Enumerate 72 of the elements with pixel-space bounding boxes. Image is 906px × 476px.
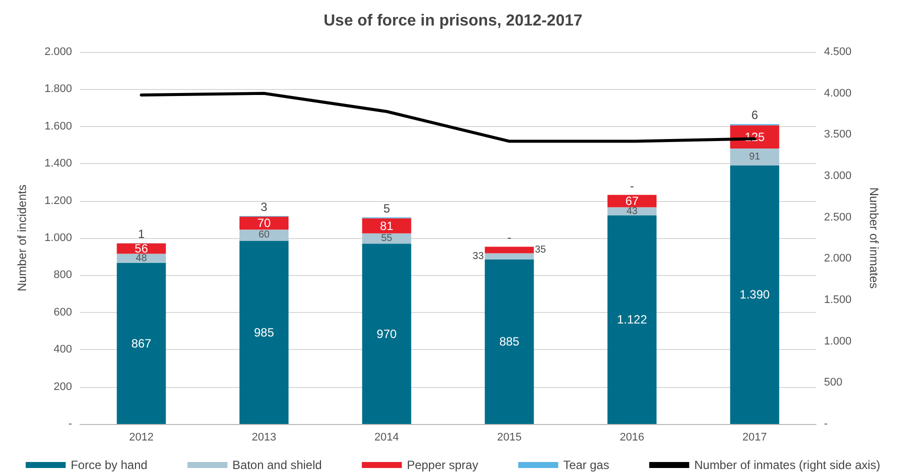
data-label: 3 [260, 200, 268, 214]
legend-label: Number of inmates (right side axis) [694, 458, 880, 472]
data-label: 91 [749, 151, 761, 162]
y-tick-label: 200 [54, 380, 72, 393]
bar [730, 165, 780, 424]
y2-tick-label: 4.000 [824, 87, 852, 100]
legend-label: Force by hand [70, 458, 148, 472]
bar [607, 207, 657, 216]
y2-tick-label: 3.000 [824, 170, 852, 182]
y-tick-label: 1.400 [44, 158, 72, 170]
x-tick-label: 2016 [620, 432, 644, 444]
bar [484, 246, 534, 254]
data-label: - [630, 178, 634, 193]
data-label: 60 [258, 230, 270, 241]
bar [239, 240, 289, 424]
y2-tick-label: 2.500 [824, 211, 852, 224]
y2-tick-label: 4.500 [824, 46, 852, 58]
data-label: 35 [534, 244, 546, 256]
bar [730, 148, 780, 166]
y2-tick-label: 1.000 [824, 335, 852, 348]
data-label: 1 [138, 227, 145, 242]
y-tick-label: 1.200 [44, 194, 72, 207]
bar [116, 243, 166, 254]
legend-label: Baton and shield [232, 458, 322, 472]
y-tick-label: 800 [54, 269, 72, 282]
x-tick-label: 2013 [252, 432, 276, 444]
bar [607, 194, 657, 208]
bar [239, 230, 289, 241]
data-label: 48 [136, 252, 148, 264]
data-label: 5 [383, 201, 390, 216]
y2-tick-label: - [824, 418, 828, 430]
legend-label: Tear gas [563, 458, 610, 472]
data-label: 70 [257, 216, 271, 230]
y2-axis-title: Number of inmates [867, 187, 881, 289]
y-tick-label: 1.800 [44, 83, 72, 96]
data-label: 81 [380, 218, 394, 233]
data-label: - [507, 230, 512, 245]
data-label: 1.122 [616, 312, 648, 327]
y-tick-label: 2.000 [44, 46, 72, 58]
data-label: 55 [381, 232, 393, 244]
chart-title: Use of force in prisons, 2012-2017 [324, 12, 582, 30]
y-tick-label: 600 [54, 306, 72, 318]
bar [239, 216, 289, 230]
data-label: 885 [499, 334, 520, 349]
y2-tick-label: 1.500 [824, 294, 852, 306]
bar [362, 218, 412, 234]
y-tick-label: 1.000 [44, 232, 72, 244]
bar [607, 215, 657, 424]
y-tick-label: 400 [54, 344, 72, 356]
bar [116, 262, 166, 424]
data-label: 67 [625, 194, 639, 208]
bar [484, 259, 534, 424]
bar [484, 253, 534, 260]
data-label: 985 [254, 325, 274, 340]
x-tick-label: 2015 [497, 432, 522, 444]
x-tick-label: 2017 [742, 432, 767, 444]
data-label: 970 [376, 326, 397, 341]
legend-label: Pepper spray [406, 458, 478, 472]
data-label: 1.390 [740, 288, 770, 302]
y2-tick-label: 3.500 [824, 128, 852, 141]
y2-tick-label: 2.000 [824, 252, 852, 265]
data-label: 867 [131, 336, 152, 350]
y-axis-title: Number of incidents [15, 184, 29, 292]
data-label: 33 [472, 250, 484, 262]
y2-tick-label: 500 [824, 376, 842, 389]
x-tick-label: 2012 [129, 432, 154, 444]
x-tick-label: 2014 [374, 432, 399, 444]
bar [362, 244, 412, 424]
y-tick-label: - [68, 418, 72, 430]
data-label: 43 [626, 206, 638, 217]
y-tick-label: 1.600 [44, 120, 72, 132]
data-label: 6 [751, 108, 758, 122]
